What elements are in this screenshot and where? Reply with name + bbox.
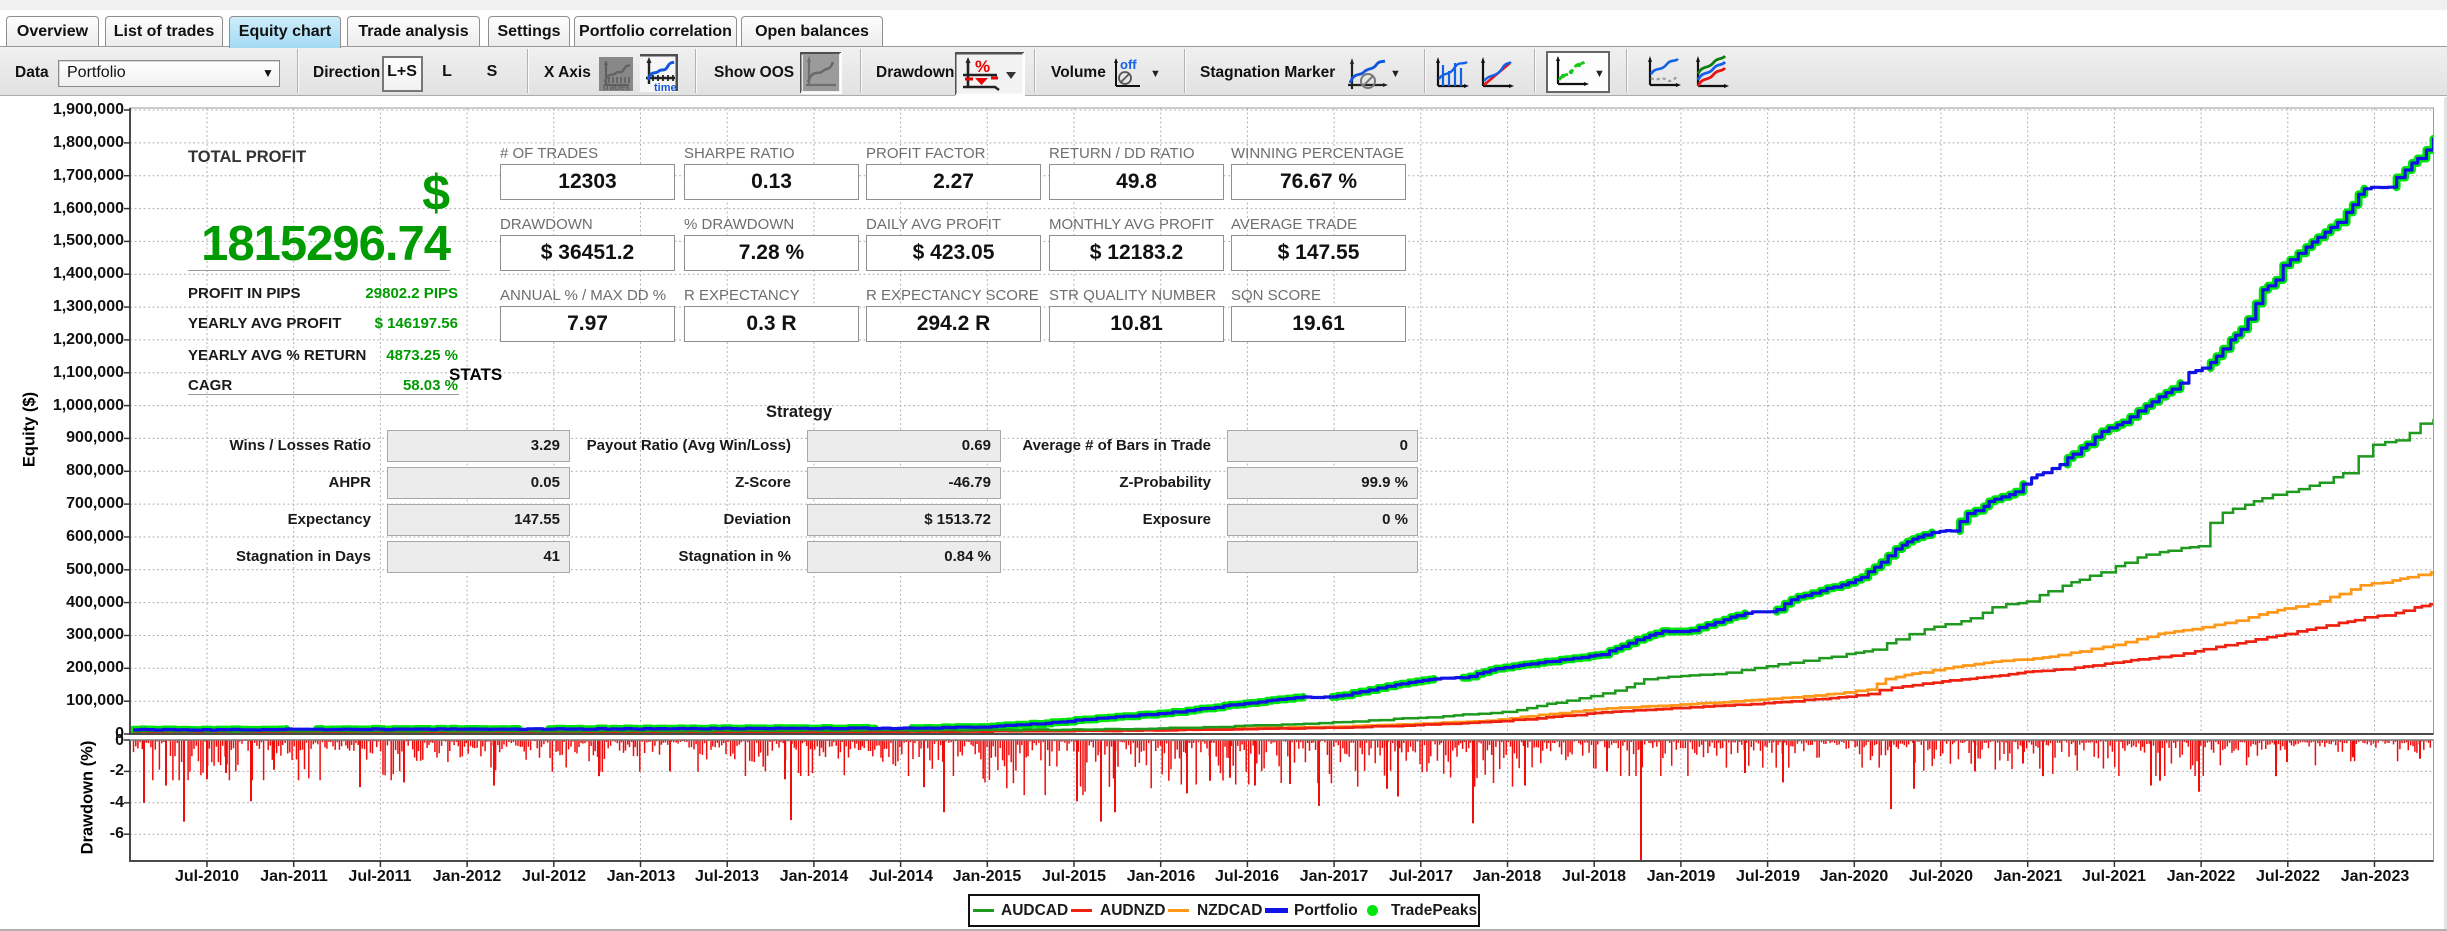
svg-text:off: off bbox=[1120, 57, 1137, 72]
svg-text:trades: trades bbox=[603, 82, 630, 91]
svg-text:time: time bbox=[654, 82, 677, 92]
svg-text:%: % bbox=[975, 57, 990, 76]
